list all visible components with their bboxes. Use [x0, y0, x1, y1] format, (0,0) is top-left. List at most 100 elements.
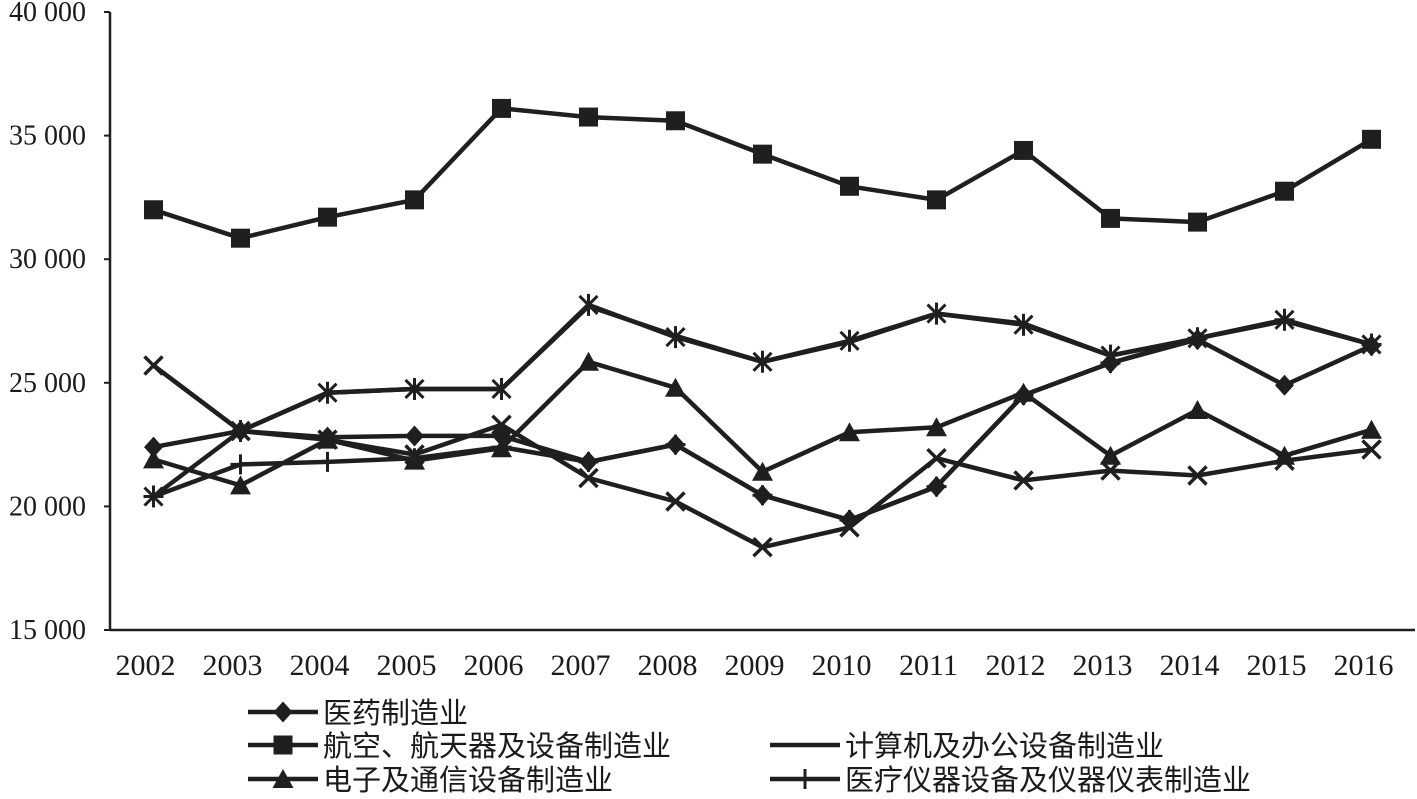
data-point-diamond-2016: [1362, 335, 1381, 357]
series-markers: [143, 98, 1382, 558]
data-point-asterisk-2009: [752, 350, 773, 373]
legend-item: 计算机及办公设备制造业: [770, 729, 1164, 763]
legend-item: 航空、航天器及设备制造业: [248, 729, 671, 763]
x-tick-label: 2012: [986, 649, 1046, 682]
legend-marker-diamond: [273, 701, 293, 723]
data-point-asterisk-2012: [1013, 313, 1034, 336]
x-tick-label: 2004: [290, 649, 350, 682]
data-point-square-2012: [1014, 140, 1033, 160]
x-tick-label: 2006: [464, 649, 524, 682]
data-point-square-2002: [144, 200, 163, 220]
x-tick-label: 2007: [551, 649, 611, 682]
data-point-square-2016: [1362, 129, 1381, 149]
data-point-diamond-2013: [1101, 352, 1120, 374]
data-point-asterisk-2002: [143, 485, 164, 508]
data-point-triangle-2007: [578, 351, 599, 371]
data-point-diamond-2011: [927, 476, 946, 498]
data-point-asterisk-2015: [1274, 308, 1295, 331]
data-point-cross-2011: [926, 447, 947, 469]
x-tick-label: 2009: [725, 649, 785, 682]
x-tick-label: 2002: [116, 649, 176, 682]
axes: 15 000 20 000 25 000 30 000 35 000 40 000 2002…: [9, 0, 1415, 682]
data-point-square-2010: [840, 176, 859, 196]
data-point-square-2014: [1188, 212, 1207, 232]
x-tick-label: 2016: [1334, 649, 1394, 682]
data-point-triangle-2009: [752, 461, 773, 481]
legend-item: 医疗仪器设备及仪器仪表制造业: [770, 763, 1251, 797]
data-point-cross-2007: [578, 467, 599, 489]
legend-marker-plus: [795, 769, 815, 789]
data-point-diamond-2004: [318, 426, 337, 448]
data-point-cross-2009: [752, 536, 773, 558]
data-point-asterisk-2007: [578, 293, 599, 316]
data-point-diamond-2010: [840, 509, 859, 531]
data-point-square-2003: [231, 228, 250, 248]
x-tick-label: 2015: [1247, 649, 1307, 682]
data-point-cross-2016: [1361, 439, 1382, 460]
data-point-square-2007: [579, 107, 598, 127]
data-point-diamond-2003: [231, 420, 250, 442]
data-point-cross-2014: [1187, 465, 1208, 486]
data-point-square-2008: [666, 111, 685, 131]
data-point-triangle-2015: [1274, 445, 1295, 465]
data-point-square-2009: [753, 144, 772, 164]
x-tick-label: 2011: [899, 649, 958, 682]
data-point-square-2005: [405, 190, 424, 210]
data-point-triangle-2006: [491, 438, 512, 458]
x-tick-label: 2005: [377, 649, 437, 682]
series-lines: [151, 106, 1374, 550]
data-point-asterisk-2010: [839, 329, 860, 352]
legend-label: 航空、航天器及设备制造业: [323, 729, 671, 763]
data-point-diamond-2009: [753, 484, 772, 506]
legend-label: 电子及通信设备制造业: [323, 763, 613, 797]
data-point-asterisk-2006: [491, 377, 512, 400]
data-point-asterisk-2004: [317, 381, 338, 404]
data-point-triangle-2005: [404, 450, 425, 470]
data-point-diamond-2005: [405, 425, 424, 447]
data-point-triangle-2014: [1187, 399, 1208, 419]
y-tick-label: 20 000: [9, 491, 86, 522]
data-point-diamond-2007: [579, 451, 598, 473]
x-tick-label: 2013: [1073, 649, 1133, 682]
y-tick-label: 40 000: [9, 0, 86, 28]
data-point-triangle-2013: [1100, 445, 1121, 465]
data-point-diamond-2006: [492, 425, 511, 447]
legend-marker-square: [273, 735, 293, 755]
legend-label: 医药制造业: [323, 696, 468, 730]
data-point-cross-2012: [1013, 470, 1034, 491]
x-tick-label: 2008: [638, 649, 698, 682]
data-point-plus-2003: [230, 454, 251, 475]
y-tick-label: 30 000: [9, 244, 86, 275]
legend-item: 医药制造业: [248, 696, 468, 730]
data-point-triangle-2002: [143, 449, 164, 469]
data-point-asterisk-2005: [404, 377, 425, 400]
data-point-square-2011: [927, 190, 946, 210]
data-point-square-2013: [1101, 208, 1120, 228]
data-point-triangle-2016: [1361, 419, 1382, 439]
data-point-triangle-2011: [926, 417, 947, 437]
data-point-diamond-2012: [1014, 384, 1033, 406]
data-point-cross-2006: [491, 414, 512, 436]
x-tick-label: 2010: [812, 649, 872, 682]
legend-marker-triangle: [272, 769, 294, 788]
data-point-triangle-2003: [230, 475, 251, 495]
y-tick-label: 15 000: [9, 615, 86, 646]
data-point-square-2004: [318, 207, 337, 227]
x-tick-label: 2003: [203, 649, 263, 682]
y-tick-label: 35 000: [9, 121, 86, 152]
data-point-square-2006: [492, 98, 511, 118]
data-point-diamond-2014: [1188, 329, 1207, 351]
legend-label: 医疗仪器设备及仪器仪表制造业: [845, 763, 1251, 797]
data-point-triangle-2008: [665, 377, 686, 397]
data-point-diamond-2015: [1275, 374, 1294, 396]
y-tick-label: 25 000: [9, 368, 86, 399]
legend-item: 电子及通信设备制造业: [248, 763, 613, 797]
x-tick-label: 2014: [1160, 649, 1220, 682]
legend-label: 计算机及办公设备制造业: [845, 729, 1164, 763]
data-point-diamond-2002: [144, 436, 163, 458]
data-point-square-2015: [1275, 181, 1294, 201]
data-point-cross-2008: [665, 491, 686, 512]
